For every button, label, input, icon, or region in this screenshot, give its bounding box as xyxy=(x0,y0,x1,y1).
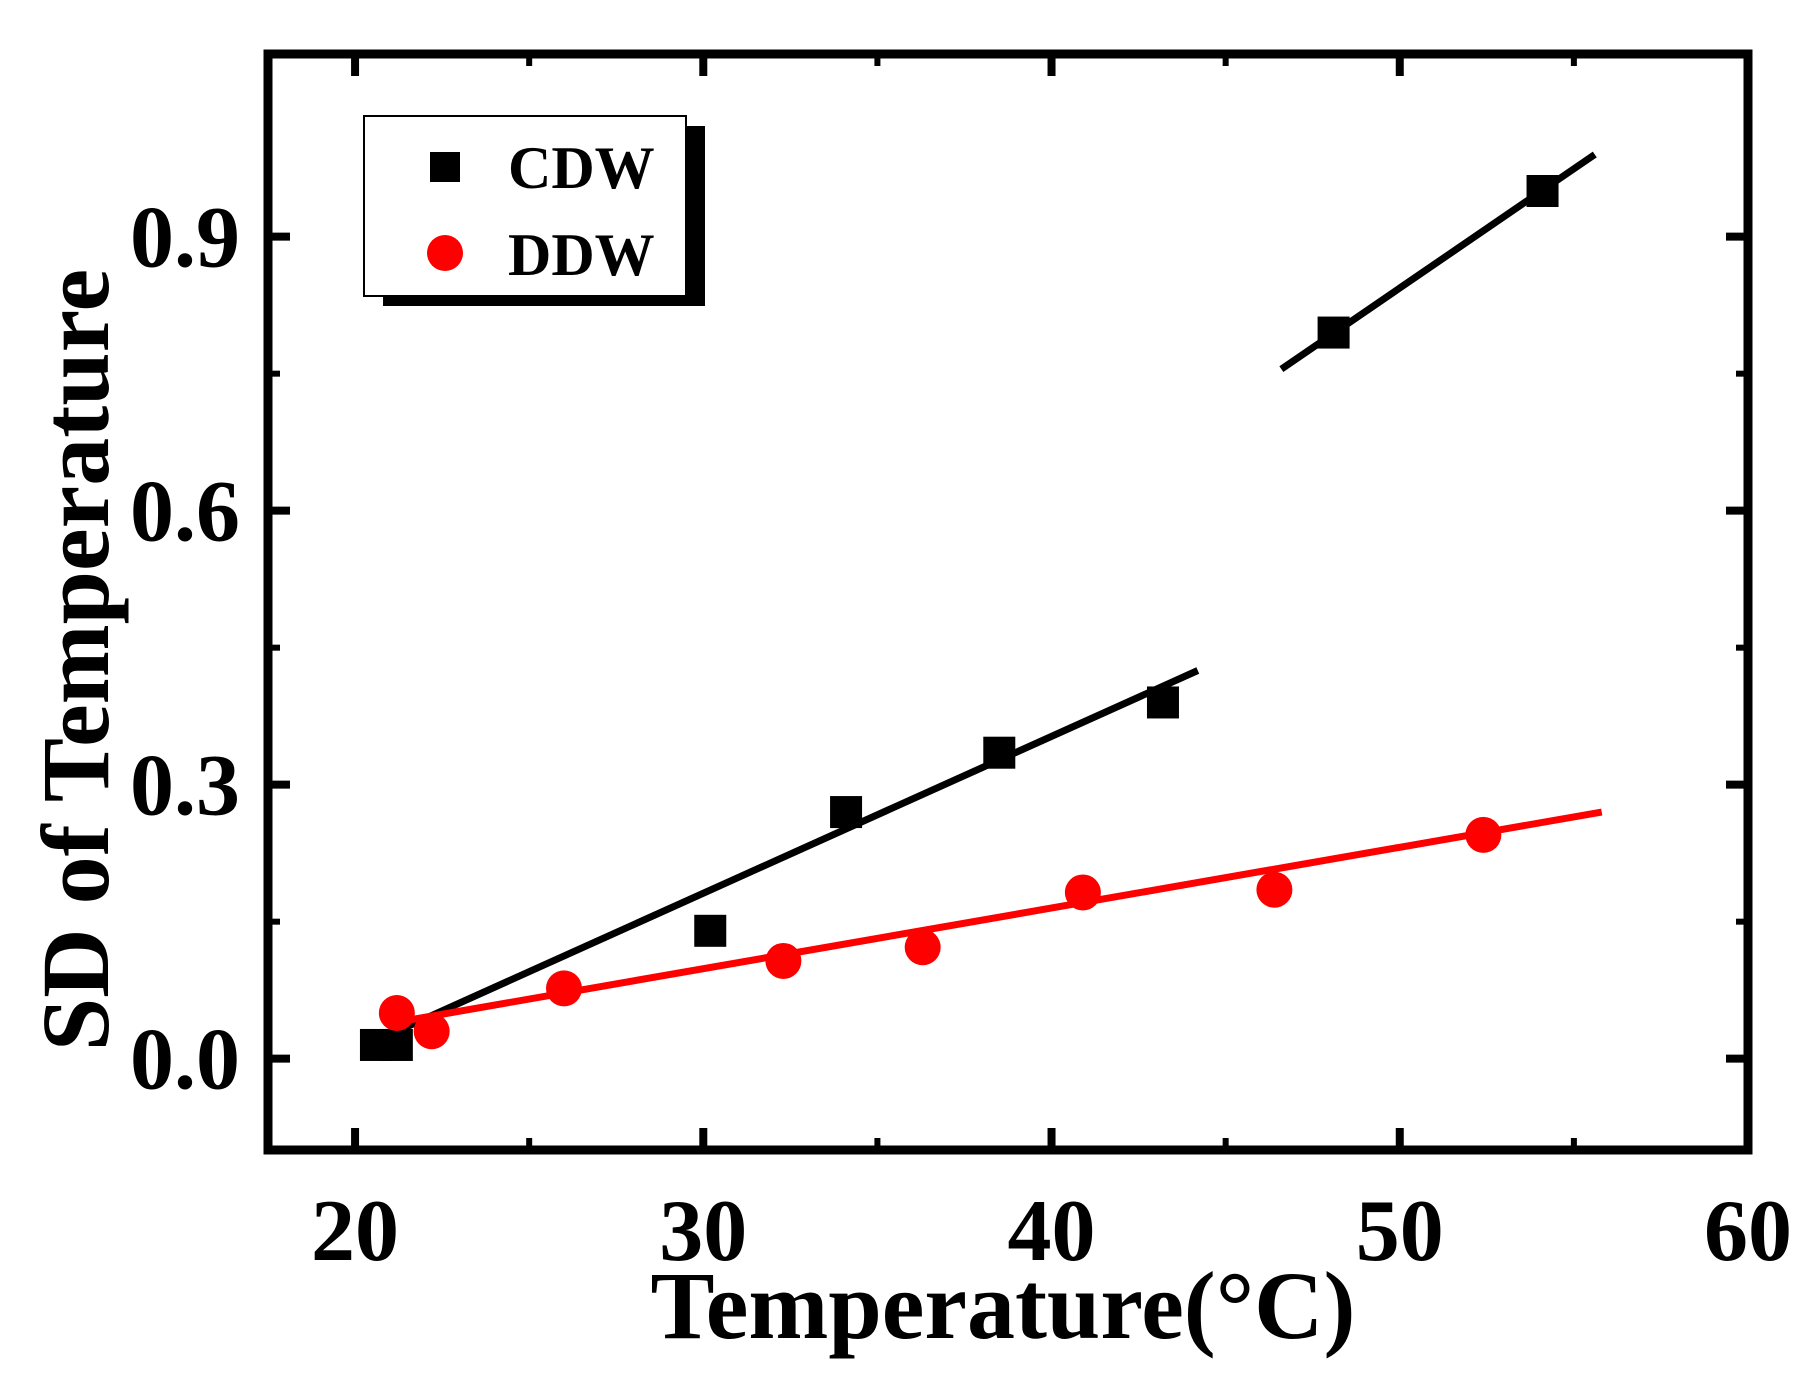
data-markers xyxy=(359,175,1559,1061)
fit-line-cdw xyxy=(395,667,1200,1035)
legend-label-ddw: DDW xyxy=(508,222,655,288)
legend-marker-ddw xyxy=(427,235,463,271)
data-point-ddw xyxy=(546,970,582,1007)
data-point-cdw xyxy=(694,914,727,947)
fit-line-ddw xyxy=(396,808,1603,1026)
x-tick-label: 60 xyxy=(1704,1183,1792,1280)
y-axis-title: SD of Temperature xyxy=(22,269,129,1051)
x-tick-label: 20 xyxy=(311,1183,399,1280)
legend-label-cdw: CDW xyxy=(508,135,655,201)
y-tick-label: 0.3 xyxy=(130,738,240,835)
data-point-cdw xyxy=(1146,686,1179,719)
data-point-ddw xyxy=(1465,816,1502,853)
y-tick-label: 0.6 xyxy=(130,464,240,561)
data-point-ddw xyxy=(413,1013,450,1050)
y-tick-label: 0.9 xyxy=(130,190,240,287)
plot-area xyxy=(263,49,1753,1155)
axis-ticks: 20 30 40 50 60 0.0 0.3 0.6 0.9 xyxy=(130,54,1792,1280)
data-point-ddw xyxy=(1256,871,1293,908)
data-point-ddw xyxy=(765,942,802,979)
data-point-cdw xyxy=(983,736,1016,769)
data-point-cdw xyxy=(830,796,863,829)
y-tick-label: 0.0 xyxy=(130,1012,240,1109)
data-point-cdw xyxy=(1317,316,1350,349)
x-tick-label: 50 xyxy=(1356,1183,1444,1280)
data-point-ddw xyxy=(378,995,415,1031)
data-point-cdw xyxy=(380,1028,413,1061)
legend-marker-cdw xyxy=(430,152,460,182)
data-point-ddw xyxy=(1064,874,1101,911)
x-tick-label: 30 xyxy=(659,1183,747,1280)
data-point-cdw xyxy=(1526,175,1559,207)
data-point-ddw xyxy=(904,929,941,966)
legend-box xyxy=(363,115,687,297)
x-tick-label: 40 xyxy=(1008,1183,1096,1280)
legend: CDW DDW xyxy=(363,115,705,306)
x-axis-title: Temperature(°C) xyxy=(651,1252,1356,1359)
plot-frame xyxy=(263,49,1753,1155)
